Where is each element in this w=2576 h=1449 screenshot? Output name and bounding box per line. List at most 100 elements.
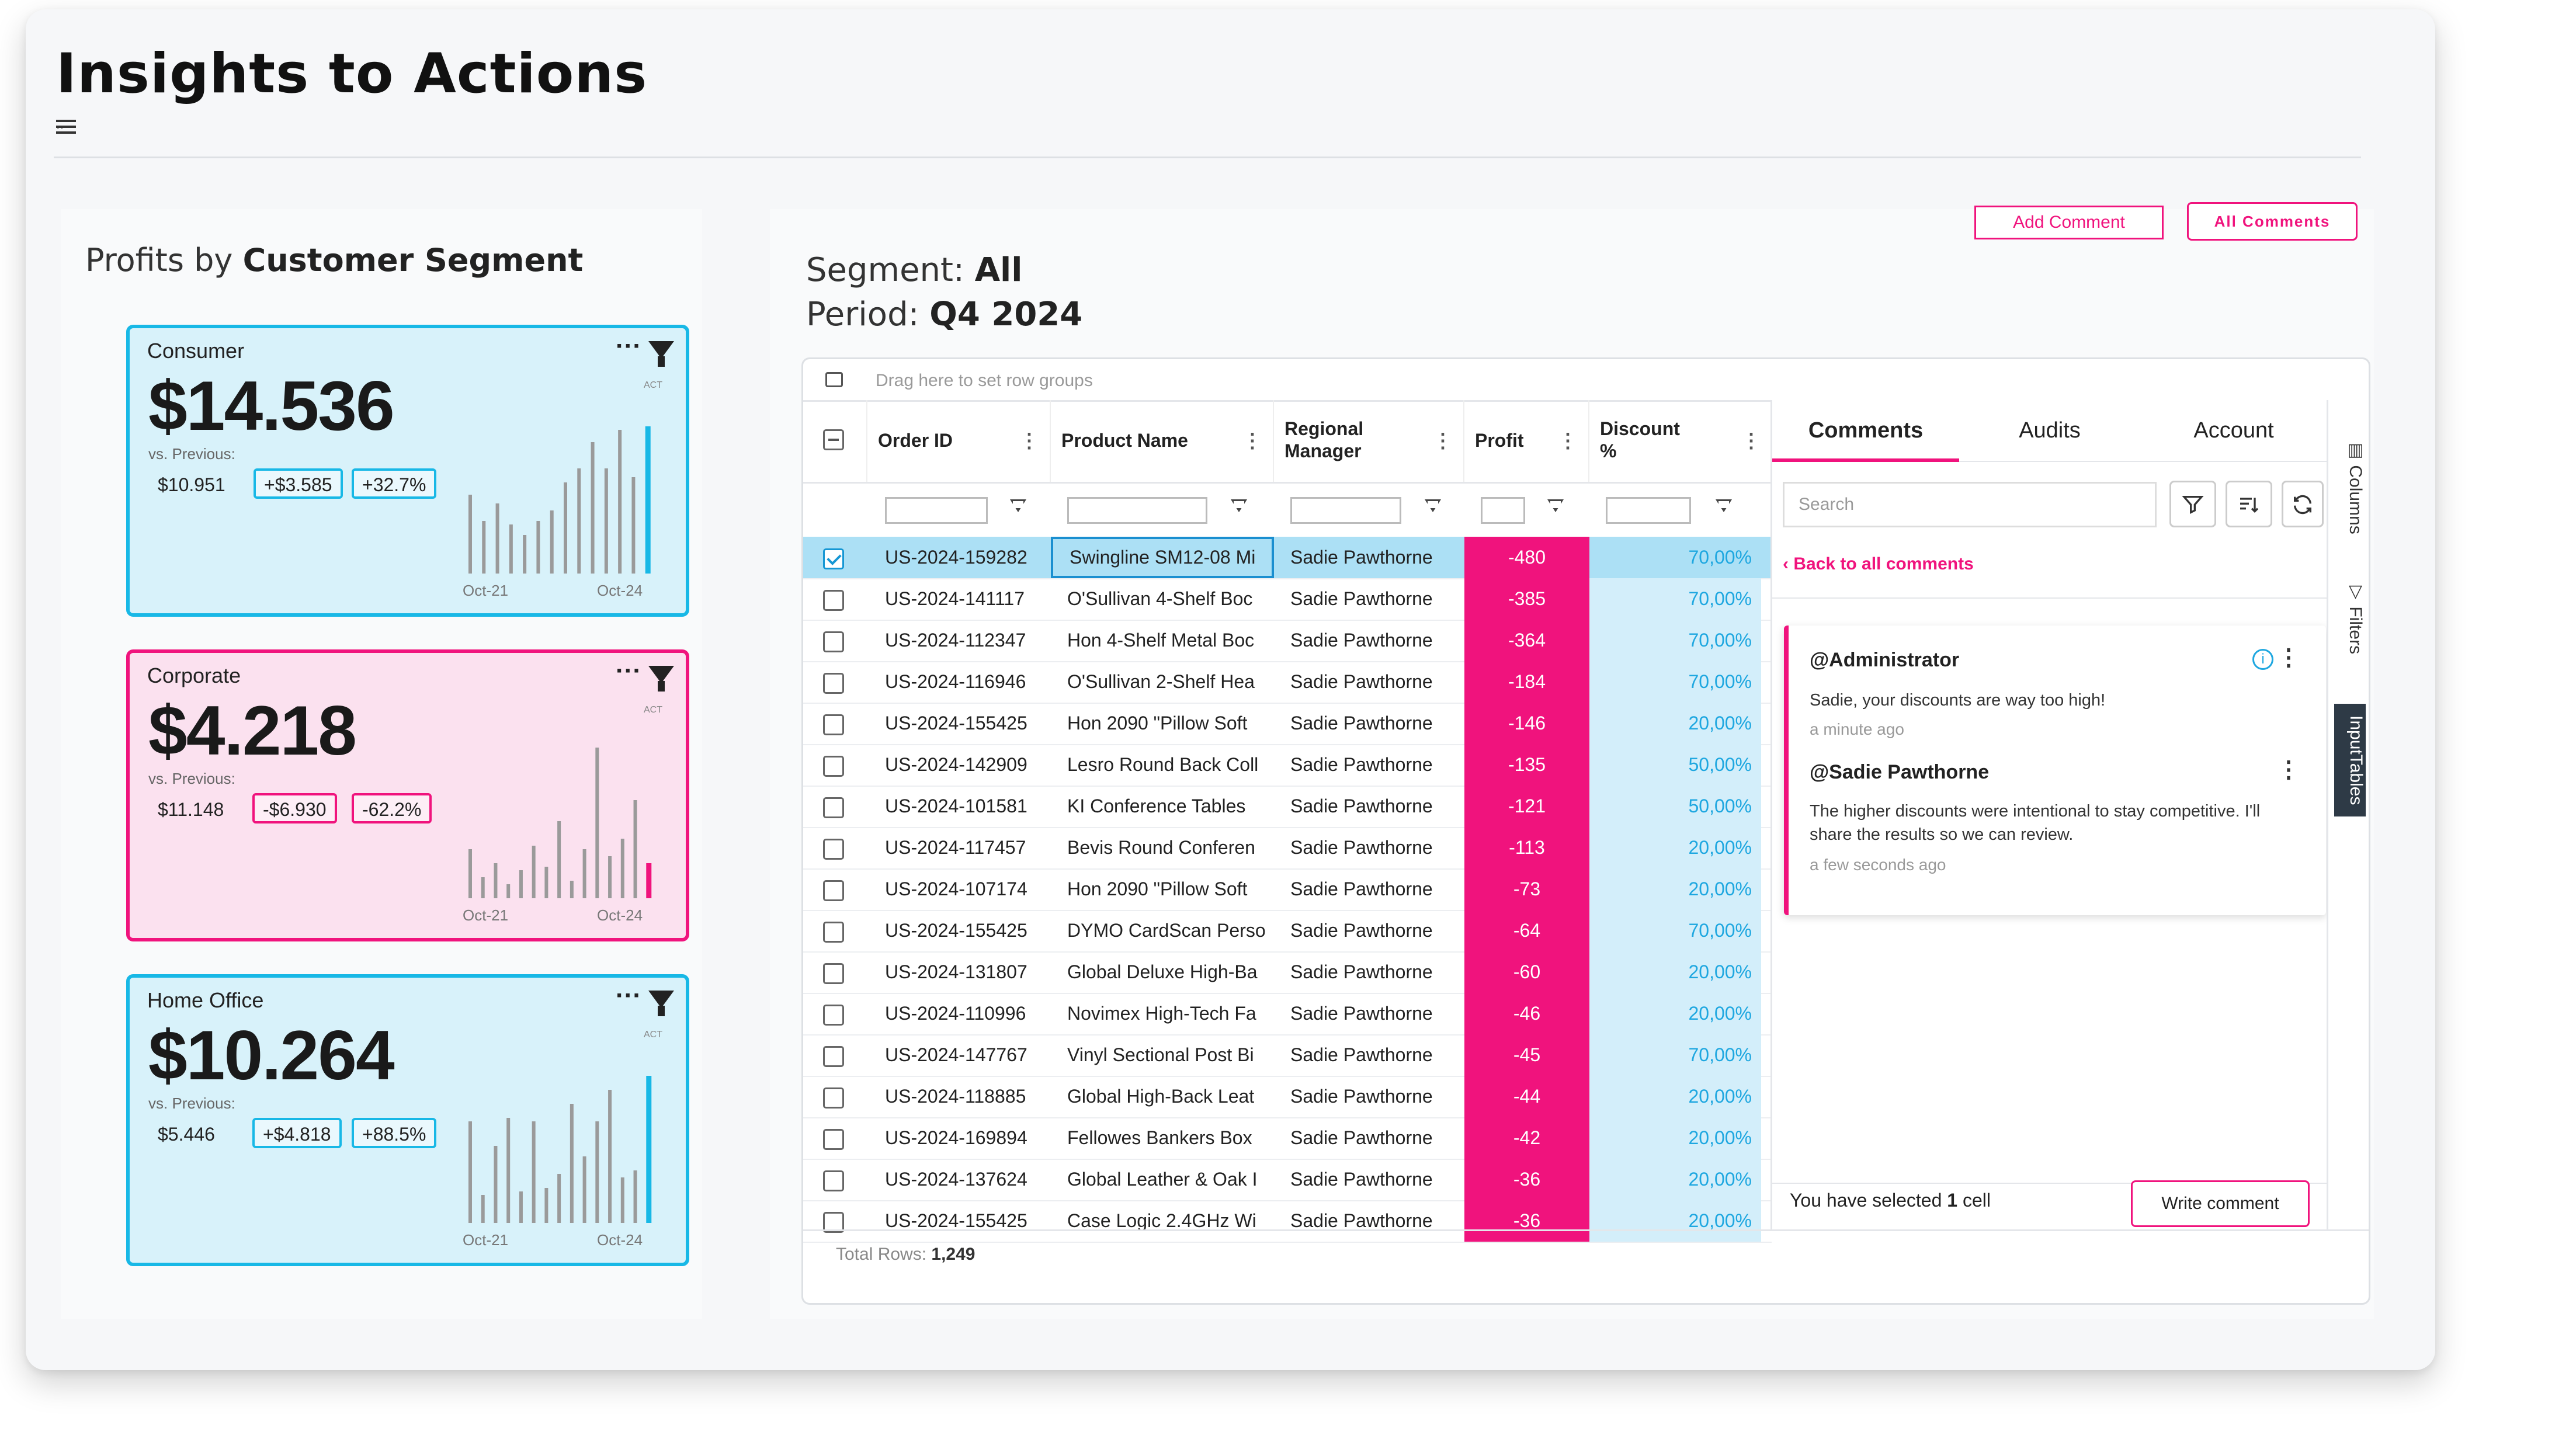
profit-cell[interactable]: -385	[1464, 578, 1589, 620]
row-checkbox[interactable]	[823, 631, 844, 652]
product-name-cell[interactable]: Swingline SM12-08 Mi	[1051, 537, 1274, 578]
manager-cell[interactable]: Sadie Pawthorne	[1290, 671, 1433, 692]
manager-cell[interactable]: Sadie Pawthorne	[1290, 795, 1433, 816]
row-checkbox[interactable]	[823, 714, 844, 735]
product-name-cell[interactable]: Lesro Round Back Coll	[1067, 754, 1259, 775]
order-id-filter-input[interactable]	[885, 497, 988, 524]
order-id-cell[interactable]: US-2024-155425	[885, 1210, 1027, 1231]
product-name-cell[interactable]: Fellowes Bankers Box	[1067, 1127, 1252, 1148]
info-icon[interactable]: i	[2252, 649, 2273, 670]
order-id-cell[interactable]: US-2024-147767	[885, 1044, 1027, 1065]
columns-tool[interactable]: ▥ Columns	[2346, 440, 2365, 534]
order-id-cell[interactable]: US-2024-169894	[885, 1127, 1027, 1148]
profit-cell[interactable]: -64	[1464, 910, 1589, 951]
product-name-cell[interactable]: O'Sullivan 2-Shelf Hea	[1067, 671, 1255, 692]
table-row[interactable]: US-2024-169894 Fellowes Bankers Box Sadie …	[803, 1117, 1772, 1160]
header-profit[interactable]: Profit ⋮	[1464, 400, 1589, 482]
discount-cell[interactable]: 20,00%	[1589, 1159, 1761, 1200]
product-filter-input[interactable]	[1067, 497, 1207, 524]
profit-cell[interactable]: -36	[1464, 1159, 1589, 1200]
all-comments-button[interactable]: All Comments	[2187, 202, 2358, 241]
row-group-dropzone[interactable]: Drag here to set row groups	[803, 359, 2369, 402]
manager-cell[interactable]: Sadie Pawthorne	[1290, 754, 1433, 775]
order-id-cell[interactable]: US-2024-110996	[885, 1003, 1026, 1024]
filter-icon[interactable]	[648, 341, 674, 367]
filter-icon[interactable]	[1425, 499, 1441, 512]
kpi-card-home-office[interactable]: Home Office ··· $10.264 vs. Previous: $5.446…	[126, 974, 689, 1266]
select-all-checkbox[interactable]	[823, 429, 844, 450]
discount-cell[interactable]: 50,00%	[1589, 744, 1761, 786]
table-row[interactable]: US-2024-141117 O'Sullivan 4-Shelf Boc Sadi…	[803, 578, 1772, 621]
table-row[interactable]: US-2024-137624 Global Leather & Oak I Sadi…	[803, 1159, 1772, 1201]
more-icon[interactable]: ···	[616, 332, 641, 360]
row-checkbox[interactable]	[823, 756, 844, 777]
profit-cell[interactable]: -146	[1464, 703, 1589, 744]
discount-cell[interactable]: 70,00%	[1589, 1034, 1761, 1076]
order-id-cell[interactable]: US-2024-118885	[885, 1086, 1026, 1107]
row-checkbox[interactable]	[823, 590, 844, 611]
comment-menu-icon[interactable]: ⋮	[2277, 645, 2300, 670]
product-name-cell[interactable]: Global Leather & Oak I	[1067, 1169, 1258, 1190]
row-checkbox[interactable]	[823, 1046, 844, 1067]
product-name-cell[interactable]: Hon 2090 "Pillow Soft	[1067, 878, 1248, 899]
filter-icon[interactable]	[2169, 481, 2216, 527]
header-order-id[interactable]: Order ID ⋮	[867, 400, 1051, 482]
discount-cell[interactable]: 70,00%	[1589, 620, 1761, 661]
order-id-cell[interactable]: US-2024-137624	[885, 1169, 1027, 1190]
row-checkbox[interactable]	[823, 839, 844, 860]
product-name-cell[interactable]: Bevis Round Conferen	[1067, 837, 1255, 858]
profit-cell[interactable]: -36	[1464, 1200, 1589, 1242]
filter-icon[interactable]	[1547, 499, 1564, 512]
table-row[interactable]: US-2024-118885 Global High-Back Leat Sadie…	[803, 1076, 1772, 1118]
manager-cell[interactable]: Sadie Pawthorne	[1290, 1044, 1433, 1065]
product-name-cell[interactable]: DYMO CardScan Perso	[1067, 920, 1266, 941]
order-id-cell[interactable]: US-2024-155425	[885, 713, 1027, 734]
order-id-cell[interactable]: US-2024-155425	[885, 920, 1027, 941]
table-row[interactable]: US-2024-117457 Bevis Round Conferen Sadie …	[803, 827, 1772, 870]
manager-cell[interactable]: Sadie Pawthorne	[1290, 1086, 1433, 1107]
discount-cell[interactable]: 20,00%	[1589, 827, 1761, 868]
manager-cell[interactable]: Sadie Pawthorne	[1290, 547, 1433, 568]
profit-filter-input[interactable]	[1481, 497, 1525, 524]
profit-cell[interactable]: -45	[1464, 1034, 1589, 1076]
column-menu-icon[interactable]: ⋮	[1558, 430, 1578, 452]
profit-cell[interactable]: -113	[1464, 827, 1589, 868]
more-icon[interactable]: ···	[616, 981, 641, 1010]
tab-account[interactable]: Account	[2193, 418, 2274, 443]
product-name-cell[interactable]: KI Conference Tables	[1067, 795, 1246, 816]
profit-cell[interactable]: -480	[1464, 537, 1589, 578]
order-id-cell[interactable]: US-2024-112347	[885, 630, 1026, 651]
tab-comments[interactable]: Comments	[1808, 418, 1924, 443]
product-name-cell[interactable]: Hon 4-Shelf Metal Boc	[1067, 630, 1255, 651]
manager-filter-input[interactable]	[1290, 497, 1401, 524]
write-comment-button[interactable]: Write comment	[2131, 1180, 2310, 1227]
discount-cell[interactable]: 70,00%	[1589, 910, 1761, 951]
filters-tool[interactable]: ▽ Filters	[2346, 581, 2365, 655]
profit-cell[interactable]: -364	[1464, 620, 1589, 661]
back-to-comments-link[interactable]: ‹ Back to all comments	[1783, 554, 1974, 574]
manager-cell[interactable]: Sadie Pawthorne	[1290, 630, 1433, 651]
header-select-all[interactable]	[803, 400, 867, 482]
order-id-cell[interactable]: US-2024-116946	[885, 671, 1026, 692]
order-id-cell[interactable]: US-2024-101581	[885, 795, 1027, 816]
manager-cell[interactable]: Sadie Pawthorne	[1290, 1210, 1433, 1231]
kpi-card-corporate[interactable]: Corporate ··· $4.218 vs. Previous: $11.148 -$…	[126, 649, 689, 941]
discount-cell[interactable]: 20,00%	[1589, 951, 1761, 993]
filter-icon[interactable]	[1231, 499, 1247, 512]
row-checkbox[interactable]	[823, 548, 844, 569]
product-name-cell[interactable]: O'Sullivan 4-Shelf Boc	[1067, 588, 1253, 609]
table-row[interactable]: US-2024-159282 Swingline SM12-08 Mi Sadie …	[803, 537, 1772, 579]
manager-cell[interactable]: Sadie Pawthorne	[1290, 920, 1433, 941]
product-name-cell[interactable]: Case Logic 2.4GHz Wi	[1067, 1210, 1256, 1231]
discount-cell[interactable]: 20,00%	[1589, 1076, 1761, 1117]
inputtables-tool[interactable]: InputTables	[2334, 704, 2366, 817]
profit-cell[interactable]: -44	[1464, 1076, 1589, 1117]
row-checkbox[interactable]	[823, 922, 844, 943]
filter-icon[interactable]	[1716, 499, 1732, 512]
kpi-card-consumer[interactable]: Consumer ··· $14.536 vs. Previous: $10.951 +$…	[126, 325, 689, 617]
profit-cell[interactable]: -42	[1464, 1117, 1589, 1159]
sort-icon[interactable]	[2226, 481, 2272, 527]
product-name-cell[interactable]: Vinyl Sectional Post Bi	[1067, 1044, 1254, 1065]
discount-cell[interactable]: 70,00%	[1589, 661, 1761, 703]
product-name-cell[interactable]: Novimex High-Tech Fa	[1067, 1003, 1256, 1024]
